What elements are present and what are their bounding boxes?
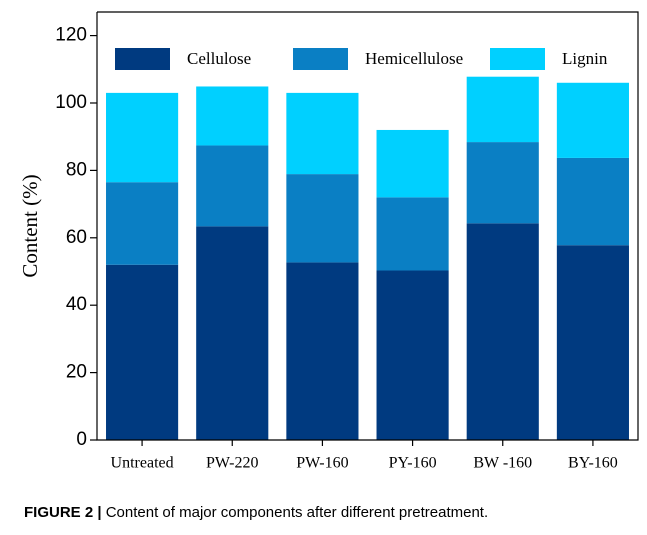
y-tick-label: 20 <box>66 362 87 383</box>
axis-frame <box>96 11 639 441</box>
caption-label: FIGURE 2 | <box>24 504 102 521</box>
caption-text: Content of major components after differ… <box>106 504 488 521</box>
y-tick-label: 80 <box>66 159 87 180</box>
bar-segment <box>106 92 179 183</box>
x-tick-label: PW-160 <box>296 455 348 472</box>
x-tick-label: BY-160 <box>568 455 618 472</box>
x-tick-label: Untreated <box>111 455 174 472</box>
bar-segment <box>466 76 539 143</box>
bar-segment <box>286 262 359 440</box>
bar-segment <box>106 182 179 265</box>
y-tick-label: 60 <box>66 227 87 248</box>
bar-segment <box>106 264 179 440</box>
x-tick-label: BW -160 <box>473 455 532 472</box>
legend-label: Lignin <box>562 49 608 68</box>
legend-label: Cellulose <box>187 49 251 68</box>
bar-segment <box>196 226 269 440</box>
caption: FIGURE 2 | Content of major components a… <box>24 504 488 521</box>
legend-swatch <box>115 48 170 70</box>
bar-segment <box>196 86 269 146</box>
legend-label: Hemicellulose <box>365 49 463 68</box>
legend-swatch <box>293 48 348 70</box>
bar-segment <box>556 245 629 440</box>
x-tick-label: PY-160 <box>389 455 437 472</box>
bar-segment <box>196 145 269 227</box>
bar-segment <box>286 174 359 263</box>
bar-segment <box>466 223 539 440</box>
y-tick-label: 0 <box>76 429 87 450</box>
legend-swatch <box>490 48 545 70</box>
bar-segment <box>376 129 449 198</box>
x-tick-label: PW-220 <box>206 455 258 472</box>
bar-segment <box>466 142 539 224</box>
y-axis-label: Content (%) <box>18 174 42 277</box>
y-tick-label: 100 <box>55 92 87 113</box>
y-tick-label: 40 <box>66 294 87 315</box>
bar-segment <box>376 197 449 271</box>
bar-segment <box>556 82 629 158</box>
y-tick-label: 120 <box>55 25 87 46</box>
bar-segment <box>376 270 449 440</box>
bar-segment <box>286 92 359 175</box>
bar-segment <box>556 157 629 246</box>
